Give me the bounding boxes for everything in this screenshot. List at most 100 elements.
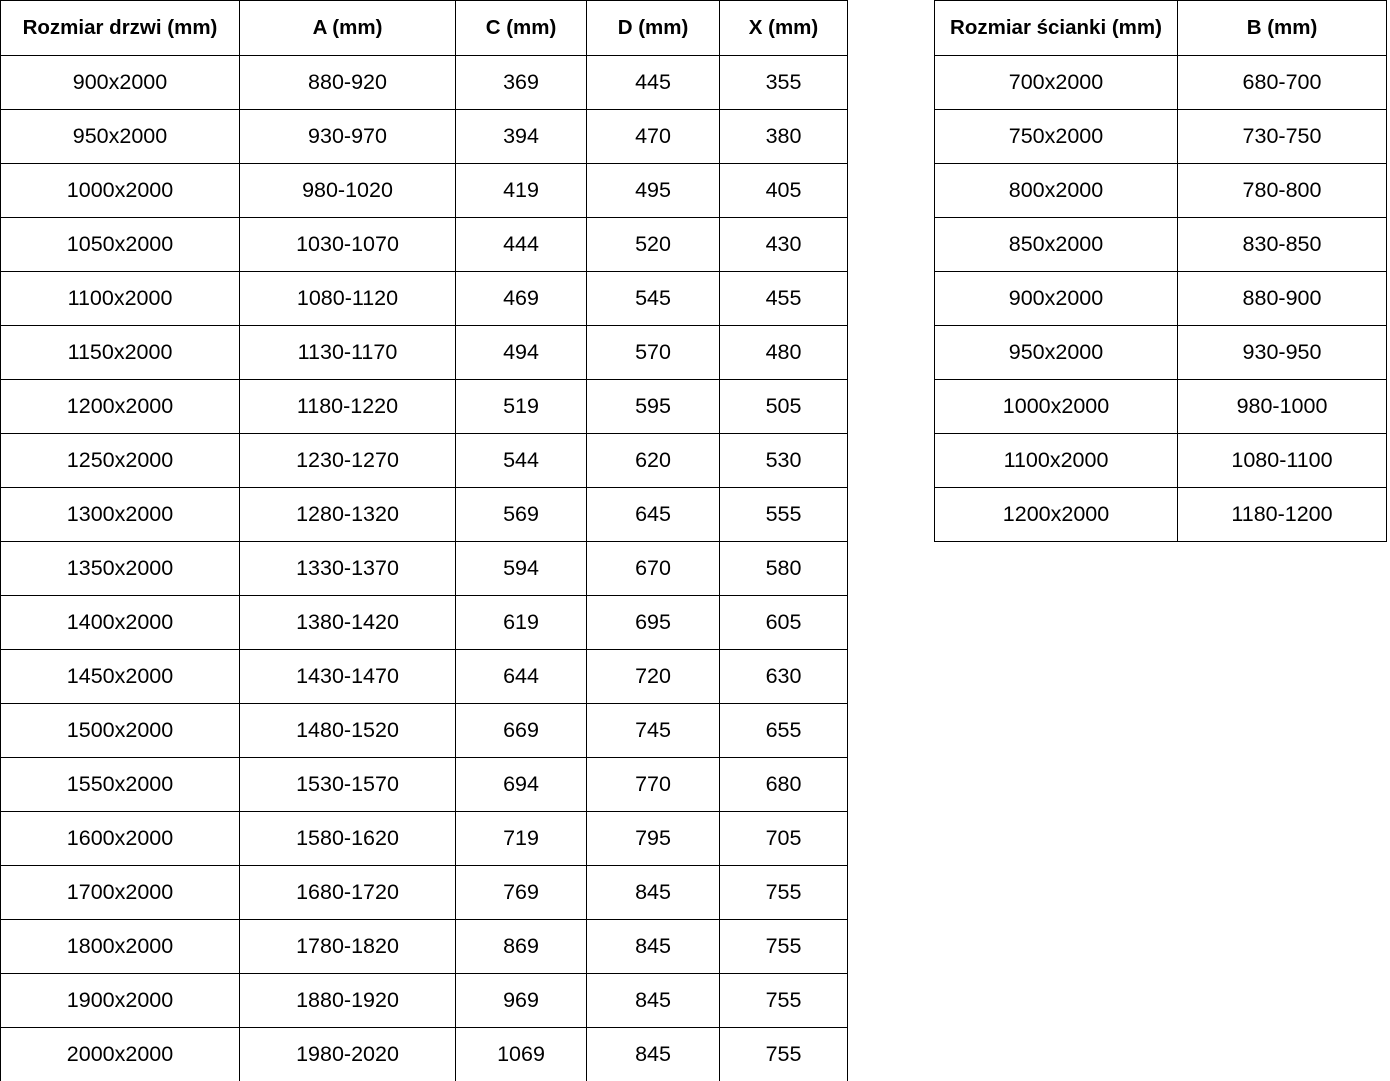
cell-d: 695 bbox=[586, 595, 720, 650]
cell-d: 520 bbox=[586, 217, 720, 272]
column-header-a: A (mm) bbox=[239, 0, 456, 56]
cell-b: 880-900 bbox=[1177, 271, 1387, 326]
cell-x: 555 bbox=[719, 487, 848, 542]
cell-wall-size: 800x2000 bbox=[934, 163, 1178, 218]
cell-b: 930-950 bbox=[1177, 325, 1387, 380]
cell-d: 845 bbox=[586, 865, 720, 920]
table-row: 1000x2000 980-1020 419 495 405 bbox=[0, 163, 848, 218]
table-row: 2000x2000 1980-2020 1069 845 755 bbox=[0, 1027, 848, 1081]
cell-door-size: 1600x2000 bbox=[0, 811, 240, 866]
cell-door-size: 1450x2000 bbox=[0, 649, 240, 704]
wall-table-body: 700x2000 680-700 750x2000 730-750 800x2000 78… bbox=[934, 55, 1387, 542]
cell-c: 1069 bbox=[455, 1027, 587, 1081]
cell-a: 1530-1570 bbox=[239, 757, 456, 812]
cell-c: 369 bbox=[455, 55, 587, 110]
cell-c: 669 bbox=[455, 703, 587, 758]
column-header-door-size: Rozmiar drzwi (mm) bbox=[0, 0, 240, 56]
table-row: 850x2000 830-850 bbox=[934, 217, 1387, 272]
cell-door-size: 1900x2000 bbox=[0, 973, 240, 1028]
cell-x: 380 bbox=[719, 109, 848, 164]
table-row: 900x2000 880-900 bbox=[934, 271, 1387, 326]
cell-a: 1780-1820 bbox=[239, 919, 456, 974]
column-header-b: B (mm) bbox=[1177, 0, 1387, 56]
cell-d: 670 bbox=[586, 541, 720, 596]
table-row: 1100x2000 1080-1120 469 545 455 bbox=[0, 271, 848, 326]
cell-a: 1130-1170 bbox=[239, 325, 456, 380]
cell-door-size: 950x2000 bbox=[0, 109, 240, 164]
cell-door-size: 1400x2000 bbox=[0, 595, 240, 650]
table-header-row: Rozmiar drzwi (mm) A (mm) C (mm) D (mm) … bbox=[0, 0, 848, 56]
cell-wall-size: 950x2000 bbox=[934, 325, 1178, 380]
wall-panel-dimension-table: Rozmiar ścianki (mm) B (mm) 700x2000 680-… bbox=[934, 0, 1387, 542]
cell-x: 580 bbox=[719, 541, 848, 596]
cell-d: 795 bbox=[586, 811, 720, 866]
cell-c: 569 bbox=[455, 487, 587, 542]
cell-door-size: 1050x2000 bbox=[0, 217, 240, 272]
cell-c: 394 bbox=[455, 109, 587, 164]
wall-table-header: Rozmiar ścianki (mm) B (mm) bbox=[934, 0, 1387, 56]
cell-d: 645 bbox=[586, 487, 720, 542]
column-header-c: C (mm) bbox=[455, 0, 587, 56]
cell-x: 530 bbox=[719, 433, 848, 488]
cell-x: 655 bbox=[719, 703, 848, 758]
table-row: 800x2000 780-800 bbox=[934, 163, 1387, 218]
cell-c: 719 bbox=[455, 811, 587, 866]
cell-x: 755 bbox=[719, 1027, 848, 1081]
cell-x: 755 bbox=[719, 919, 848, 974]
cell-x: 755 bbox=[719, 865, 848, 920]
cell-a: 1080-1120 bbox=[239, 271, 456, 326]
cell-b: 980-1000 bbox=[1177, 379, 1387, 434]
cell-d: 570 bbox=[586, 325, 720, 380]
cell-door-size: 1300x2000 bbox=[0, 487, 240, 542]
cell-a: 1680-1720 bbox=[239, 865, 456, 920]
cell-a: 930-970 bbox=[239, 109, 456, 164]
cell-c: 619 bbox=[455, 595, 587, 650]
cell-d: 470 bbox=[586, 109, 720, 164]
table-row: 1150x2000 1130-1170 494 570 480 bbox=[0, 325, 848, 380]
table-row: 1000x2000 980-1000 bbox=[934, 379, 1387, 434]
cell-a: 1280-1320 bbox=[239, 487, 456, 542]
table-row: 1550x2000 1530-1570 694 770 680 bbox=[0, 757, 848, 812]
cell-d: 770 bbox=[586, 757, 720, 812]
cell-a: 980-1020 bbox=[239, 163, 456, 218]
cell-c: 969 bbox=[455, 973, 587, 1028]
table-header-row: Rozmiar ścianki (mm) B (mm) bbox=[934, 0, 1387, 56]
cell-b: 730-750 bbox=[1177, 109, 1387, 164]
cell-door-size: 1250x2000 bbox=[0, 433, 240, 488]
cell-wall-size: 900x2000 bbox=[934, 271, 1178, 326]
cell-a: 1580-1620 bbox=[239, 811, 456, 866]
cell-door-size: 1550x2000 bbox=[0, 757, 240, 812]
cell-a: 1230-1270 bbox=[239, 433, 456, 488]
table-row: 950x2000 930-950 bbox=[934, 325, 1387, 380]
cell-c: 644 bbox=[455, 649, 587, 704]
cell-door-size: 1700x2000 bbox=[0, 865, 240, 920]
cell-d: 845 bbox=[586, 1027, 720, 1081]
cell-c: 544 bbox=[455, 433, 587, 488]
cell-x: 680 bbox=[719, 757, 848, 812]
table-row: 750x2000 730-750 bbox=[934, 109, 1387, 164]
cell-door-size: 2000x2000 bbox=[0, 1027, 240, 1081]
table-row: 1700x2000 1680-1720 769 845 755 bbox=[0, 865, 848, 920]
cell-b: 830-850 bbox=[1177, 217, 1387, 272]
table-row: 1800x2000 1780-1820 869 845 755 bbox=[0, 919, 848, 974]
cell-b: 1180-1200 bbox=[1177, 487, 1387, 542]
table-row: 1900x2000 1880-1920 969 845 755 bbox=[0, 973, 848, 1028]
cell-d: 745 bbox=[586, 703, 720, 758]
cell-door-size: 1500x2000 bbox=[0, 703, 240, 758]
cell-x: 480 bbox=[719, 325, 848, 380]
cell-x: 355 bbox=[719, 55, 848, 110]
cell-x: 430 bbox=[719, 217, 848, 272]
cell-door-size: 1100x2000 bbox=[0, 271, 240, 326]
cell-wall-size: 850x2000 bbox=[934, 217, 1178, 272]
cell-wall-size: 1000x2000 bbox=[934, 379, 1178, 434]
table-row: 1100x2000 1080-1100 bbox=[934, 433, 1387, 488]
cell-a: 1480-1520 bbox=[239, 703, 456, 758]
cell-d: 545 bbox=[586, 271, 720, 326]
cell-c: 769 bbox=[455, 865, 587, 920]
cell-a: 1380-1420 bbox=[239, 595, 456, 650]
table-row: 1600x2000 1580-1620 719 795 705 bbox=[0, 811, 848, 866]
table-row: 950x2000 930-970 394 470 380 bbox=[0, 109, 848, 164]
table-row: 1050x2000 1030-1070 444 520 430 bbox=[0, 217, 848, 272]
cell-c: 494 bbox=[455, 325, 587, 380]
